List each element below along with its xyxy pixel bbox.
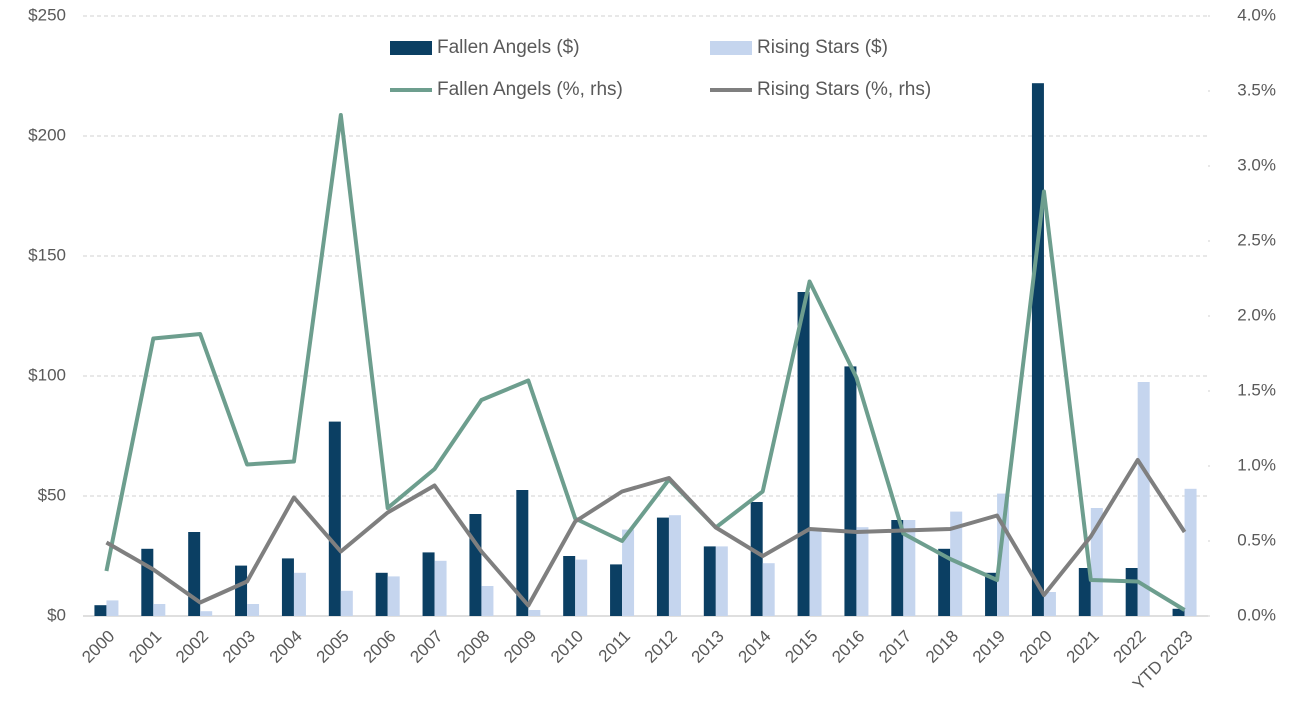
bar	[762, 563, 775, 616]
bar	[340, 590, 353, 616]
bar	[293, 572, 306, 616]
y-tick-label: $200	[28, 125, 66, 144]
bar	[1078, 568, 1091, 616]
x-tick-label: 2014	[735, 627, 775, 667]
y-tick-label: $150	[28, 245, 66, 264]
x-tick-label: 2010	[547, 627, 587, 667]
bar	[563, 556, 576, 616]
y-tick-label: $250	[28, 5, 66, 24]
x-tick-label: 2017	[875, 627, 915, 667]
bar	[622, 529, 635, 616]
x-tick-label: 2009	[500, 627, 540, 667]
x-tick-label: 2015	[781, 627, 821, 667]
bar	[656, 517, 669, 616]
bar	[1031, 83, 1044, 616]
legend-swatch	[390, 41, 432, 55]
legend-swatch	[710, 41, 752, 55]
bar	[668, 515, 681, 616]
bar	[715, 546, 728, 616]
x-tick-label: 2005	[313, 627, 353, 667]
x-tick-label: 2004	[266, 627, 306, 667]
y-tick-label: $50	[38, 485, 66, 504]
x-tick-label: 2008	[453, 627, 493, 667]
x-tick-label: 2020	[1016, 627, 1056, 667]
bar	[481, 586, 494, 616]
x-tick-label: 2001	[125, 627, 165, 667]
bar	[328, 421, 341, 616]
x-tick-label: 2006	[360, 627, 400, 667]
bar	[575, 559, 588, 616]
bar	[247, 604, 260, 616]
bar	[1043, 592, 1056, 616]
legend-label: Rising Stars ($)	[757, 37, 888, 58]
bar	[153, 604, 166, 616]
bar	[235, 565, 248, 616]
bar	[422, 552, 435, 616]
y2-tick-label: 3.5%	[1237, 80, 1276, 99]
bar	[1125, 568, 1138, 616]
bar	[141, 548, 154, 616]
line-series	[105, 458, 1187, 608]
bar	[844, 366, 857, 616]
x-tick-label: 2003	[219, 627, 259, 667]
y-tick-label: $0	[47, 605, 66, 624]
bar	[750, 502, 763, 616]
x-tick-label: 2000	[78, 627, 118, 667]
y-tick-label: $100	[28, 365, 66, 384]
bar	[809, 529, 822, 616]
y2-tick-label: 4.0%	[1237, 5, 1276, 24]
bar	[516, 490, 529, 616]
legend-label: Rising Stars (%, rhs)	[757, 79, 931, 100]
bar	[106, 600, 119, 616]
bar	[938, 548, 951, 616]
bar	[891, 520, 904, 616]
y2-tick-label: 3.0%	[1237, 155, 1276, 174]
y2-tick-label: 2.5%	[1237, 230, 1276, 249]
y2-tick-label: 2.0%	[1237, 305, 1276, 324]
x-tick-label: 2007	[406, 627, 446, 667]
bar	[1137, 382, 1150, 616]
bar	[469, 514, 482, 616]
x-tick-label: 2013	[688, 627, 728, 667]
legend-label: Fallen Angels (%, rhs)	[437, 79, 623, 100]
bar	[1172, 608, 1185, 616]
x-tick-label: 2002	[172, 627, 212, 667]
x-tick-label: 2021	[1063, 627, 1103, 667]
bar	[200, 611, 213, 616]
bar	[434, 560, 447, 616]
legend-label: Fallen Angels ($)	[437, 37, 580, 58]
y2-tick-label: 0.5%	[1237, 530, 1276, 549]
bar	[375, 572, 388, 616]
bar	[94, 605, 107, 616]
bar	[387, 576, 400, 616]
bar	[281, 558, 294, 616]
bar	[1184, 488, 1197, 616]
bar	[528, 610, 541, 616]
line-series	[104, 113, 1186, 612]
bar	[985, 572, 998, 616]
x-tick-label: 2012	[641, 627, 681, 667]
bar	[797, 292, 810, 616]
x-tick-label: 2022	[1110, 627, 1150, 667]
x-tick-label: 2016	[828, 627, 868, 667]
bar	[610, 564, 623, 616]
y2-tick-label: 1.5%	[1237, 380, 1276, 399]
bar	[856, 527, 869, 616]
y2-tick-label: 0.0%	[1237, 605, 1276, 624]
bar	[703, 546, 716, 616]
x-tick-label: 2019	[969, 627, 1009, 667]
bar	[903, 520, 916, 616]
x-tick-label: 2018	[922, 627, 962, 667]
y2-tick-label: 1.0%	[1237, 455, 1276, 474]
x-tick-label: 2011	[595, 627, 634, 666]
